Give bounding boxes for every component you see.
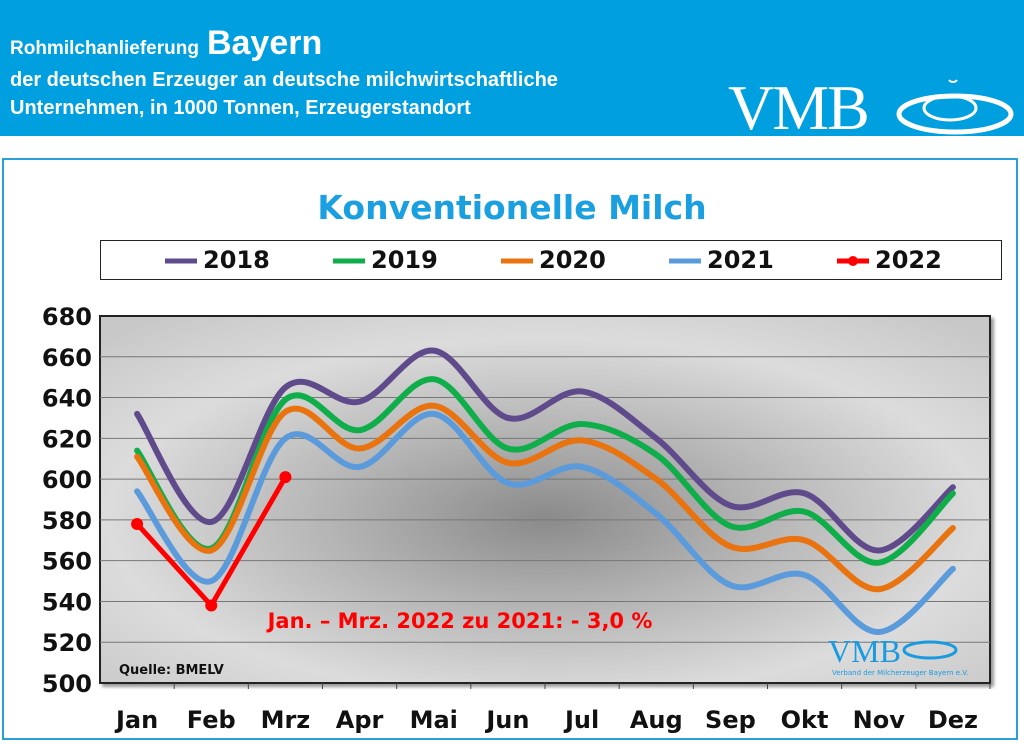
legend-label: 2020 xyxy=(539,246,606,274)
header-subtitle: der deutschen Erzeuger an deutsche milch… xyxy=(10,66,558,122)
watermark-caption: Verband der Milcherzeuger Bayern e.V. xyxy=(832,669,968,677)
y-tick-label: 640 xyxy=(42,385,92,413)
legend-item-2018: 2018 xyxy=(163,246,270,274)
header-title: Rohmilchanlieferung Bayern xyxy=(10,24,322,63)
x-tick-label: Jun xyxy=(484,706,529,734)
watermark-swirl-icon xyxy=(902,640,958,660)
subtitle-line-1: der deutschen Erzeuger an deutsche milch… xyxy=(10,69,558,91)
vmb-logo: VMB xyxy=(728,72,870,143)
legend-label: 2018 xyxy=(203,246,270,274)
y-tick-label: 500 xyxy=(42,670,92,698)
x-tick-label: Mrz xyxy=(261,706,311,734)
header-banner: Rohmilchanlieferung Bayern der deutschen … xyxy=(0,0,1024,143)
y-tick-label: 540 xyxy=(42,588,92,616)
chart-frame xyxy=(2,158,1018,740)
x-tick-label: Mai xyxy=(410,706,458,734)
legend-item-2022: 2022 xyxy=(835,246,942,274)
x-tick-label: Nov xyxy=(853,706,906,734)
x-tick-label: Feb xyxy=(187,706,236,734)
legend-item-2019: 2019 xyxy=(331,246,438,274)
series-line-2018 xyxy=(134,347,956,554)
x-tick-label: Aug xyxy=(630,706,683,734)
annotation-change: Jan. – Mrz. 2022 zu 2021: - 3,0 % xyxy=(266,609,653,633)
y-tick-label: 580 xyxy=(42,507,92,535)
y-tick-label: 600 xyxy=(42,466,92,494)
legend-label: 2021 xyxy=(707,246,774,274)
x-tick-label: Dez xyxy=(928,706,978,734)
title-prefix: Rohmilchanlieferung xyxy=(10,38,199,59)
chart-title: Konventionelle Milch xyxy=(317,188,707,227)
y-tick-label: 680 xyxy=(42,303,92,331)
legend-swatch xyxy=(669,258,701,264)
legend-item-2021: 2021 xyxy=(667,246,774,274)
subtitle-line-2: Unternehmen, in 1000 Tonnen, Erzeugersta… xyxy=(10,97,471,119)
x-tick-label: Okt xyxy=(781,706,829,734)
legend-label: 2022 xyxy=(875,246,942,274)
plot-background xyxy=(99,315,991,684)
legend-swatch xyxy=(837,256,869,266)
source-label: Quelle: BMELV xyxy=(119,663,224,678)
legend-item-2020: 2020 xyxy=(499,246,606,274)
legend-swatch xyxy=(333,258,365,264)
series-line-2019 xyxy=(134,376,956,566)
legend-label: 2019 xyxy=(371,246,438,274)
legend-swatch xyxy=(501,258,533,264)
series-line-2020 xyxy=(134,402,956,593)
legend-swatch xyxy=(165,258,197,264)
x-tick-label: Sep xyxy=(705,706,756,734)
x-tick-label: Jan xyxy=(114,706,158,734)
y-tick-label: 520 xyxy=(42,629,92,657)
title-region: Bayern xyxy=(206,24,323,62)
legend: 2018 2019 2020 2021 2022 xyxy=(100,240,1002,280)
watermark-logo: VMB xyxy=(828,633,901,669)
y-tick-label: 560 xyxy=(42,548,92,576)
series-line-2021 xyxy=(134,410,956,636)
x-tick-label: Jul xyxy=(563,706,599,734)
y-tick-label: 620 xyxy=(42,425,92,453)
data-point-2022 xyxy=(279,471,292,484)
vmb-swirl-icon xyxy=(896,79,1014,135)
data-point-2022 xyxy=(131,517,144,530)
y-tick-label: 660 xyxy=(42,344,92,372)
x-tick-label: Apr xyxy=(336,706,384,734)
data-point-2022 xyxy=(205,599,218,612)
